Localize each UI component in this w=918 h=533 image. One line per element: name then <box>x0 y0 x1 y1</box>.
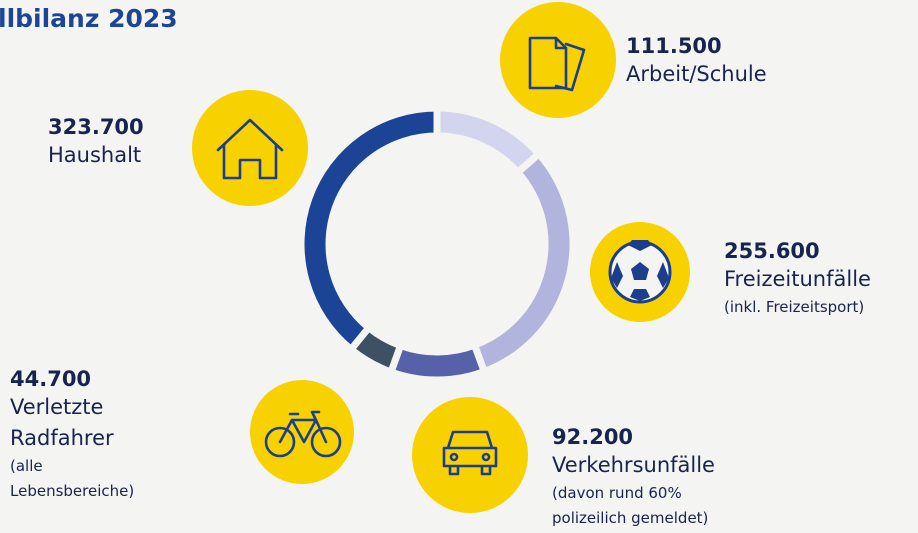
icon-house <box>192 90 308 206</box>
segment-label: 111.500 Arbeit/Schule <box>626 33 906 90</box>
category-label: Verletzte Radfahrer <box>10 395 114 450</box>
donut-segment <box>470 148 577 377</box>
note: (davon rund 60% polizeilich gemeldet) <box>552 484 709 527</box>
segment-label: 44.700 Verletzte Radfahrer (alle Lebensber… <box>10 366 140 504</box>
icon-car <box>412 397 528 513</box>
category-label: Verkehrsunfälle <box>552 453 715 477</box>
segment-label: 255.600 Freizeitunfälle (inkl. Freizeitspo… <box>724 238 918 320</box>
chart-title: llbilanz 2023 <box>0 4 178 33</box>
value-label: 323.700 <box>48 115 144 139</box>
value-label: 255.600 <box>724 239 820 263</box>
icon-football <box>590 222 690 322</box>
note: (inkl. Freizeitsport) <box>724 298 865 316</box>
value-label: 111.500 <box>626 34 722 58</box>
donut-segment <box>297 104 441 355</box>
value-label: 44.700 <box>10 367 92 391</box>
icon-bicycle <box>250 380 354 484</box>
segment-label: 92.200 Verkehrsunfälle (davon rund 60% pol… <box>552 424 742 531</box>
category-label: Freizeitunfälle <box>724 267 871 291</box>
note: (alle Lebensbereiche) <box>10 457 135 500</box>
donut-segment <box>386 340 489 384</box>
category-label: Arbeit/Schule <box>626 62 767 86</box>
segment-label: 323.700 Haushalt <box>48 114 188 171</box>
icon-documents <box>500 2 616 118</box>
value-label: 92.200 <box>552 425 634 449</box>
category-label: Haushalt <box>48 143 142 167</box>
